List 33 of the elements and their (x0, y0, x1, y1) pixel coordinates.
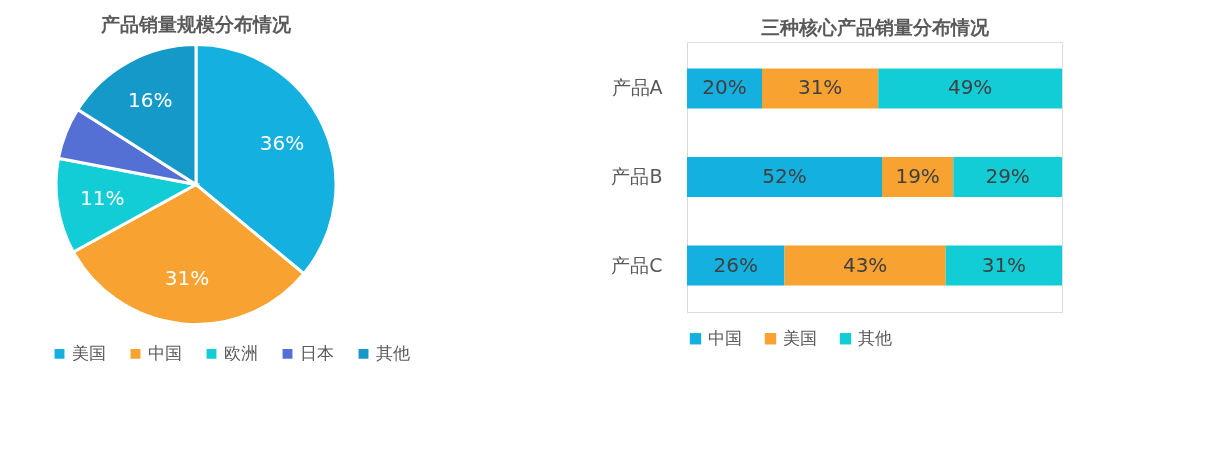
chart-title: 产品销量规模分布情况 (100, 12, 292, 35)
data-label: 31% (981, 252, 1027, 277)
y-tick-label: 产品B (611, 165, 663, 187)
bar (687, 157, 882, 197)
data-label: 31% (797, 75, 843, 100)
legend-label: 其他 (858, 327, 892, 348)
data-label: 36% (259, 131, 305, 156)
legend-label: 美国 (783, 327, 817, 348)
y-tick-label: 产品A (611, 76, 663, 99)
data-label: 26% (713, 252, 758, 277)
bar (953, 157, 1062, 197)
legend-label: 中国 (148, 342, 182, 363)
data-label: 16% (128, 88, 173, 113)
legend-label: 中国 (708, 327, 742, 348)
data-label: 31% (164, 266, 210, 291)
legend-label: 欧洲 (224, 342, 258, 363)
bar (784, 245, 946, 286)
data-label: 11% (79, 186, 125, 211)
bar (762, 68, 879, 109)
bar (945, 245, 1062, 286)
legend-label: 美国 (72, 342, 106, 363)
legend-label: 其他 (376, 342, 410, 363)
data-label: 49% (947, 75, 993, 100)
legend-label: 日本 (300, 342, 334, 363)
bar (878, 68, 1062, 109)
data-label: 19% (895, 164, 940, 188)
data-label: 20% (702, 75, 747, 100)
data-label: 43% (842, 252, 888, 277)
chart-title: 三种核心产品销量分布情况 (760, 16, 990, 38)
data-label: 52% (762, 164, 807, 188)
bar (687, 245, 785, 286)
y-tick-label: 产品C (611, 253, 663, 276)
data-label: 29% (985, 164, 1030, 188)
